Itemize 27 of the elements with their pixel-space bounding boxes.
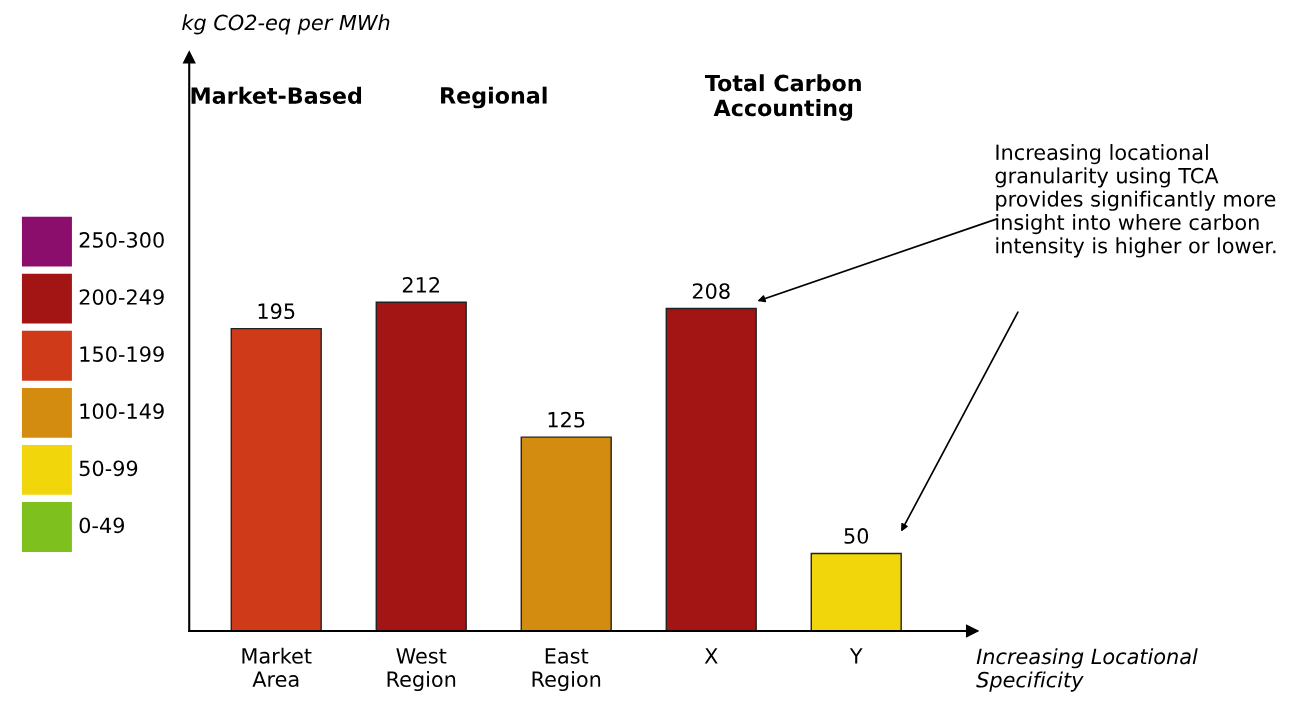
- bar: [665, 307, 757, 631]
- data-label: 195: [258, 303, 295, 320]
- bar: [520, 436, 612, 631]
- legend-label: 100-149: [80, 403, 164, 420]
- bar: [230, 327, 322, 631]
- legend-label: 200-249: [79, 289, 164, 305]
- legend-label: 150-199: [80, 346, 164, 362]
- data-label: 50: [844, 528, 869, 544]
- x-axis-title: Increasing Locational Specificity: [976, 648, 1198, 692]
- data-label: 212: [402, 276, 440, 293]
- annotation: Regional: [441, 86, 547, 109]
- legend-label: 0-49: [79, 517, 124, 534]
- x-tick-label: X: [704, 648, 718, 664]
- legend-label: 50-99: [79, 460, 138, 477]
- x-tick-label: West Region: [387, 648, 456, 692]
- text: Increasing locational granularity using TCA provides significantly more insight into where carbon intensity is higher or lower.: [995, 144, 1276, 258]
- x-tick-label: Market Area: [242, 647, 312, 688]
- x-tick-label: East Region: [532, 648, 601, 692]
- bar: [375, 301, 467, 631]
- data-label: 125: [548, 411, 585, 428]
- legend-label: 250-300: [79, 232, 164, 248]
- annotation: Market-Based: [191, 86, 362, 104]
- x-tick-label: Y: [849, 648, 863, 664]
- y-axis-title: kg CO2-eq per MWh: [182, 14, 390, 35]
- data-label: 208: [692, 283, 730, 299]
- bar: [810, 552, 902, 631]
- annotation: Total Carbon Accounting: [704, 74, 861, 121]
